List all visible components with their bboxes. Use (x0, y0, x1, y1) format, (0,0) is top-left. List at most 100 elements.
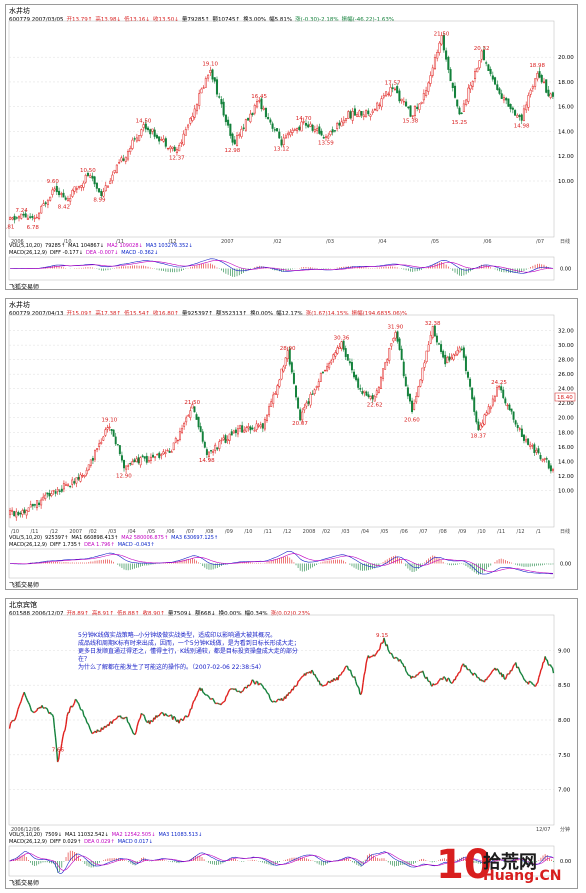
price-line-segment (41, 705, 44, 709)
candle-body (280, 139, 283, 146)
price-line-segment (457, 671, 460, 674)
candle-body (549, 465, 552, 472)
candle-body (369, 114, 372, 117)
candle-body (185, 417, 188, 423)
candle-body (538, 71, 541, 78)
x-tick-label: /12 (517, 529, 525, 535)
candle-body (336, 123, 339, 129)
price-line-segment (416, 673, 420, 676)
candle-body (529, 444, 532, 447)
macd-zero-label: 0.00 (560, 267, 571, 273)
candle-body (512, 411, 515, 420)
info-turnover: 换0.00% (218, 611, 242, 617)
price-line-segment (521, 674, 524, 678)
info-low: 低8.88↑ (117, 611, 140, 617)
candle-body (253, 105, 256, 114)
candle-body (124, 156, 127, 162)
price-line-segment (14, 717, 17, 721)
candle-body (336, 347, 339, 354)
candle-body (502, 389, 505, 399)
price-line-segment (28, 704, 32, 708)
y-tick-label: 16.00 (558, 105, 574, 111)
price-label: 15.38 (403, 118, 419, 124)
candle-body (436, 52, 439, 59)
candle-body (278, 131, 281, 139)
candle-body (360, 111, 363, 116)
price-line-segment (190, 704, 194, 710)
candle-body (29, 216, 32, 218)
candle-body (207, 451, 210, 457)
price-line-segment (158, 713, 161, 717)
candle-body (522, 434, 525, 441)
candle-body (113, 169, 116, 173)
info-amplitude: 振幅(-46.22)-1.63% (341, 17, 395, 23)
candle-body (520, 114, 523, 121)
candle-body (460, 348, 463, 351)
info-open: 开13.79↑ (66, 17, 93, 23)
candle-body (33, 217, 36, 220)
candle-body (153, 129, 156, 137)
price-line-segment (459, 666, 463, 672)
candle-body (373, 395, 376, 402)
candle-body (193, 406, 196, 413)
watermark-url: Huang.CN (483, 868, 562, 884)
candle-body (133, 138, 136, 140)
price-line-segment (400, 660, 403, 664)
candle-body (464, 356, 467, 371)
candle-body (376, 102, 379, 111)
candle-body (166, 449, 169, 452)
price-line-segment (355, 681, 358, 686)
candle-body (467, 87, 470, 102)
candle-body (429, 75, 432, 84)
candle-body (118, 162, 121, 164)
price-line-segment (259, 682, 263, 686)
price-label: 12.37 (169, 156, 185, 162)
price-line-segment (339, 674, 342, 676)
candle-body (389, 87, 392, 97)
price-line-segment (55, 748, 59, 763)
y-tick-label: 24.00 (558, 387, 574, 393)
candle-body (115, 164, 118, 173)
price-line-segment (65, 716, 68, 725)
candle-body (149, 456, 152, 461)
price-line-segment (31, 710, 35, 714)
price-line-segment (87, 723, 90, 727)
candle-body (452, 354, 455, 360)
candle-body (293, 129, 296, 131)
watermark-site-name: 拾荒网 (483, 852, 537, 873)
price-line-segment (446, 678, 449, 682)
candle-body (251, 112, 254, 116)
price-line-segment (71, 704, 74, 708)
candle-body (249, 113, 252, 123)
price-line-segment (342, 669, 345, 673)
candle-body (79, 474, 82, 482)
price-line-segment (512, 665, 515, 669)
candle-body (402, 101, 405, 103)
candle-body (311, 124, 314, 131)
price-label: 22.62 (367, 403, 383, 409)
panel-3-stock-name: 北京宾馆 (9, 601, 37, 609)
price-line-segment (122, 717, 126, 720)
candle-body (476, 68, 479, 73)
price-line-segment (213, 701, 217, 705)
candle-body (344, 118, 348, 121)
price-line-segment (539, 669, 542, 675)
price-line-segment (469, 669, 472, 673)
price-line-segment (240, 690, 243, 694)
candle-body (199, 426, 202, 432)
candle-body (418, 103, 421, 110)
candle-body (62, 483, 65, 490)
info-change: 涨(-0.30)-2.18% (295, 17, 339, 23)
candle-body (195, 414, 198, 420)
candle-body (126, 151, 130, 160)
candle-body (197, 416, 200, 428)
price-line-segment (74, 698, 77, 701)
candle-body (129, 463, 132, 465)
candle-body (135, 137, 138, 142)
candle-body (205, 449, 208, 455)
candle-body (462, 347, 465, 358)
candle-body (268, 406, 271, 416)
candle-body (534, 78, 537, 87)
price-label: 6.81 (6, 224, 14, 230)
candle-body (187, 415, 190, 417)
